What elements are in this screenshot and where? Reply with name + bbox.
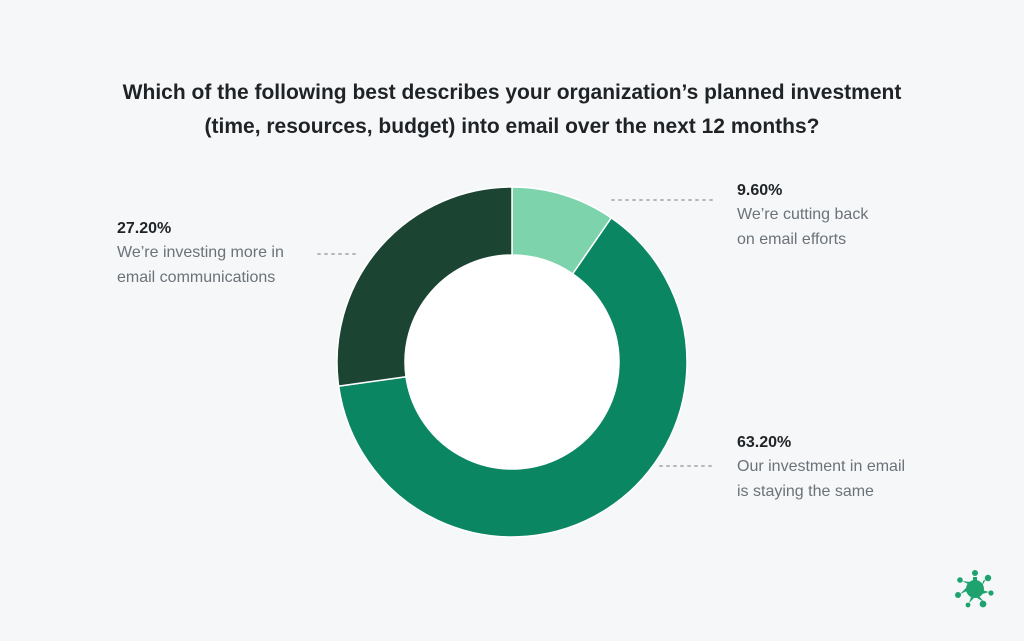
slice-staying-same	[337, 216, 688, 538]
chart-title-line-1: Which of the following best describes yo…	[122, 81, 902, 104]
category-label-line: Our investment in email	[737, 458, 906, 475]
callout-cutting-back: 9.60% We’re cutting back on email effort…	[737, 180, 977, 252]
callout-investing-more: 27.20% We’re investing more in email com…	[117, 218, 357, 290]
leader-lines	[317, 199, 713, 467]
donut-hole	[405, 255, 619, 469]
category-label-line: is staying the same	[737, 483, 874, 500]
chart-title-line-2: (time, resources, budget) into email ove…	[204, 115, 820, 138]
data-label-staying-same: 63.20%	[737, 434, 792, 451]
category-label-line: We’re cutting back	[737, 206, 869, 223]
category-label-staying-same: Our investment in email is staying the s…	[737, 454, 977, 504]
callout-staying-same: 63.20% Our investment in email is stayin…	[737, 432, 977, 504]
chart-title: Which of the following best describes yo…	[0, 76, 1024, 144]
data-label-investing-more: 27.20%	[117, 220, 172, 237]
category-label-cutting-back: We’re cutting back on email efforts	[737, 202, 977, 252]
category-label-line: We’re investing more in	[117, 244, 284, 261]
category-label-line: on email efforts	[737, 231, 847, 248]
donut-slices	[336, 186, 688, 538]
data-label-cutting-back: 9.60%	[737, 182, 783, 199]
category-label-investing-more: We’re investing more in email communicat…	[117, 240, 357, 290]
category-label-line: email communications	[117, 269, 276, 286]
splash-logo-icon	[955, 570, 994, 608]
